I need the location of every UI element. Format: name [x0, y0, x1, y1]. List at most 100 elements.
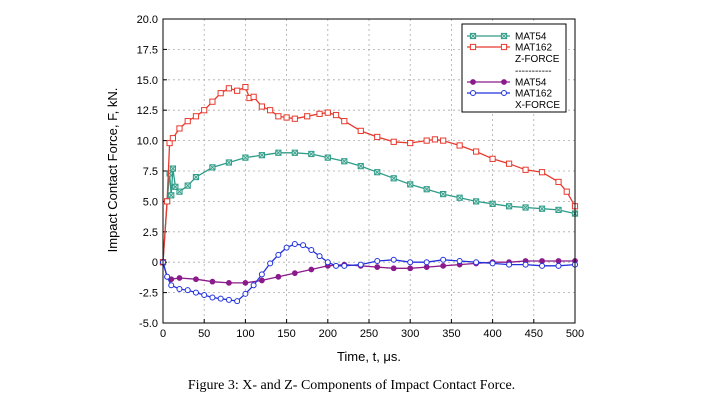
x-tick-label: 350 — [442, 328, 460, 340]
data-point — [308, 247, 315, 254]
data-point — [192, 113, 200, 120]
series-z-force-mat54 — [159, 149, 579, 266]
data-point — [555, 178, 562, 186]
data-point — [500, 43, 508, 51]
data-point-cross — [170, 165, 176, 172]
x-tick-label: 0 — [160, 328, 166, 340]
data-point-cross — [258, 152, 265, 159]
legend-separator: ----------- — [515, 66, 552, 77]
data-point-cross — [390, 175, 397, 182]
data-point-cross — [506, 203, 512, 210]
data-point-cross — [423, 186, 430, 193]
data-point-cross — [275, 149, 282, 156]
data-point — [166, 139, 173, 147]
series-x-force-mat162 — [160, 240, 578, 305]
data-point — [555, 258, 562, 264]
data-point — [176, 285, 183, 292]
data-point — [267, 107, 274, 114]
data-point-cross — [308, 151, 315, 157]
data-point — [324, 259, 331, 266]
data-point-cross — [440, 191, 447, 197]
y-tick-label: 5.0 — [143, 196, 158, 208]
data-point — [456, 142, 463, 149]
legend-label: MAT162 — [515, 43, 552, 54]
data-point — [176, 125, 183, 132]
axis-ticks: 0 50 100 150 200 250 300 350 400 450 500 -5.0 -2.5 0 2… — [137, 14, 585, 340]
data-point — [423, 264, 430, 270]
data-point — [333, 262, 340, 269]
data-point — [193, 276, 199, 283]
x-tick-label: 450 — [525, 328, 543, 340]
data-point — [522, 261, 529, 268]
data-point-cross — [374, 169, 381, 176]
data-point-cross — [473, 198, 480, 205]
data-point — [374, 133, 381, 141]
data-point — [184, 118, 191, 125]
data-point — [501, 90, 507, 96]
data-point — [555, 262, 562, 269]
data-point-cross — [539, 205, 545, 212]
data-point — [473, 259, 480, 266]
legend: MAT54MAT162Z-FORCE-----------MAT54MAT162… — [461, 23, 567, 113]
data-point — [242, 279, 249, 286]
data-point — [225, 296, 232, 303]
data-point — [258, 277, 265, 284]
figure-caption: Figure 3: X- and Z- Components of Impact… — [187, 378, 516, 393]
data-point — [201, 292, 208, 299]
data-point — [258, 103, 265, 110]
data-point — [275, 251, 282, 258]
data-point — [168, 282, 175, 289]
data-point — [470, 79, 476, 85]
legend-label: MAT162 — [515, 89, 552, 100]
y-tick-label: 2.5 — [143, 227, 158, 239]
legend-group-label-x: X-FORCE — [515, 100, 560, 111]
data-point — [275, 273, 282, 280]
legend-box — [461, 23, 567, 113]
data-point-cross — [555, 207, 562, 213]
x-tick-label: 50 — [198, 328, 210, 340]
y-tick-label: 20.0 — [137, 14, 158, 26]
data-point — [407, 259, 414, 266]
x-tick-label: 200 — [319, 328, 337, 340]
data-point — [304, 113, 311, 120]
data-point — [234, 298, 241, 305]
data-point-cross — [501, 33, 507, 39]
data-point — [506, 261, 513, 268]
y-tick-label: -2.5 — [139, 288, 158, 300]
x-tick-label: 100 — [236, 328, 254, 340]
data-point — [300, 242, 307, 249]
data-point — [423, 259, 430, 266]
data-point — [169, 135, 176, 142]
x-tick-label: 400 — [483, 328, 501, 340]
data-point — [390, 265, 397, 272]
x-tick-label: 250 — [360, 328, 378, 340]
data-point — [184, 287, 191, 294]
data-point-cross — [470, 33, 476, 39]
data-point — [470, 90, 476, 96]
data-point — [538, 169, 546, 176]
data-point — [324, 109, 331, 116]
data-point — [522, 166, 529, 173]
legend-label: MAT54 — [515, 32, 547, 43]
x-axis-title: Time, t, μs. — [337, 349, 401, 364]
data-point-cross — [193, 174, 199, 180]
data-point-cross — [168, 192, 175, 199]
data-point — [539, 262, 546, 269]
data-point — [250, 93, 257, 100]
y-tick-label: -5.0 — [139, 318, 158, 330]
data-point — [357, 261, 364, 268]
data-point — [209, 278, 216, 285]
data-point — [192, 289, 199, 296]
data-point — [390, 256, 397, 263]
data-point-cross — [242, 154, 249, 161]
data-point — [242, 290, 249, 297]
y-tick-label: 15.0 — [137, 75, 158, 87]
data-point — [234, 87, 241, 94]
data-point — [505, 160, 513, 167]
data-point — [164, 273, 171, 280]
data-point — [332, 111, 340, 119]
data-point-cross — [456, 194, 463, 201]
data-point-cross — [172, 183, 179, 190]
data-point — [390, 138, 397, 145]
data-point — [316, 253, 323, 260]
